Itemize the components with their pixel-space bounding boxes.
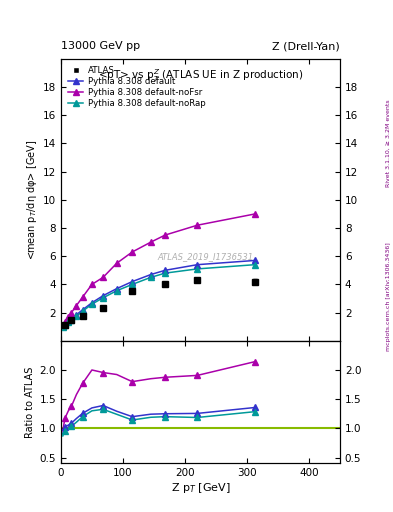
X-axis label: Z p$_{T}$ [GeV]: Z p$_{T}$ [GeV] — [171, 481, 230, 495]
Legend: ATLAS, Pythia 8.308 default, Pythia 8.308 default-noFsr, Pythia 8.308 default-no: ATLAS, Pythia 8.308 default, Pythia 8.30… — [65, 63, 208, 111]
Text: ATLAS_2019_I1736531: ATLAS_2019_I1736531 — [158, 252, 254, 261]
Y-axis label: <mean p$_{T}$/dη dφ> [GeV]: <mean p$_{T}$/dη dφ> [GeV] — [25, 140, 39, 260]
Text: Z (Drell-Yan): Z (Drell-Yan) — [272, 41, 340, 51]
Text: Rivet 3.1.10, ≥ 3.2M events: Rivet 3.1.10, ≥ 3.2M events — [386, 99, 391, 187]
Y-axis label: Ratio to ATLAS: Ratio to ATLAS — [25, 367, 35, 438]
Text: mcplots.cern.ch [arXiv:1306.3436]: mcplots.cern.ch [arXiv:1306.3436] — [386, 243, 391, 351]
Text: <pT> vs p$_{T}^{Z}$ (ATLAS UE in Z production): <pT> vs p$_{T}^{Z}$ (ATLAS UE in Z produ… — [97, 68, 303, 84]
Text: 13000 GeV pp: 13000 GeV pp — [61, 41, 140, 51]
